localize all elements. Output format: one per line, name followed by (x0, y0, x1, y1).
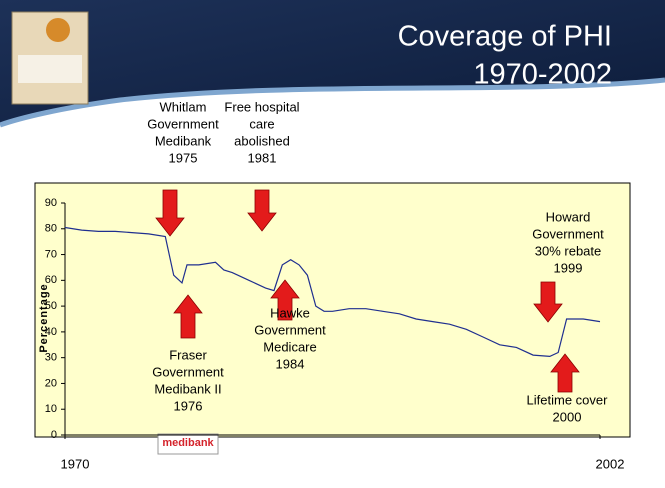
data-line (64, 226, 601, 358)
arrow-down (533, 281, 563, 323)
annotation: Hawke (270, 305, 310, 320)
y-tick-label: 20 (45, 377, 57, 389)
y-tick-label: 60 (45, 274, 57, 286)
annotation: Fraser (169, 347, 207, 362)
annotation: Government (152, 364, 224, 379)
y-tick-label: 50 (45, 300, 57, 312)
annotation: Lifetime cover (527, 392, 609, 407)
annotation: 2000 (553, 409, 582, 424)
annotation: Government (254, 322, 326, 337)
arrow-down (155, 189, 185, 237)
y-tick-label: 0 (51, 429, 57, 441)
annotation: 1984 (276, 356, 305, 371)
annotation: Whitlam (160, 99, 207, 114)
photo-fruit (46, 18, 70, 42)
annotation: Medibank (155, 133, 212, 148)
annotation: Medicare (263, 339, 316, 354)
title-line: Coverage of PHI (398, 21, 612, 53)
title-line: 1970-2002 (473, 59, 612, 91)
annotation: abolished (234, 133, 290, 148)
annotation: Howard (546, 209, 591, 224)
annotation: 1981 (248, 150, 277, 165)
annotation: Government (532, 226, 604, 241)
annotation: Medibank II (154, 381, 221, 396)
annotation: care (249, 116, 274, 131)
x-tick-label: 2002 (596, 456, 625, 471)
chart-frame (34, 182, 631, 438)
logo-text: medibank (162, 437, 214, 449)
photo-paper (18, 55, 82, 83)
y-tick-label: 90 (45, 197, 57, 209)
arrows (155, 189, 580, 393)
logo (157, 433, 219, 455)
annotation: 1976 (174, 398, 203, 413)
y-tick-label: 80 (45, 223, 57, 235)
arrow-up (173, 294, 203, 339)
arrow-up (550, 353, 580, 393)
x-tick-label: 1970 (61, 456, 90, 471)
y-tick-label: 70 (45, 248, 57, 260)
arrow-down (247, 189, 277, 232)
y-tick-label: 40 (45, 326, 57, 338)
annotation: Government (147, 116, 219, 131)
y-tick-label: 10 (45, 403, 57, 415)
annotation: 1999 (554, 260, 583, 275)
annotation: Free hospital (224, 99, 299, 114)
arrow-up (270, 279, 300, 321)
header-swoosh (0, 77, 665, 128)
y-axis-label: Percentage (38, 283, 50, 352)
y-tick-label: 30 (45, 352, 57, 364)
annotation: 1975 (169, 150, 198, 165)
annotation: 30% rebate (535, 243, 602, 258)
